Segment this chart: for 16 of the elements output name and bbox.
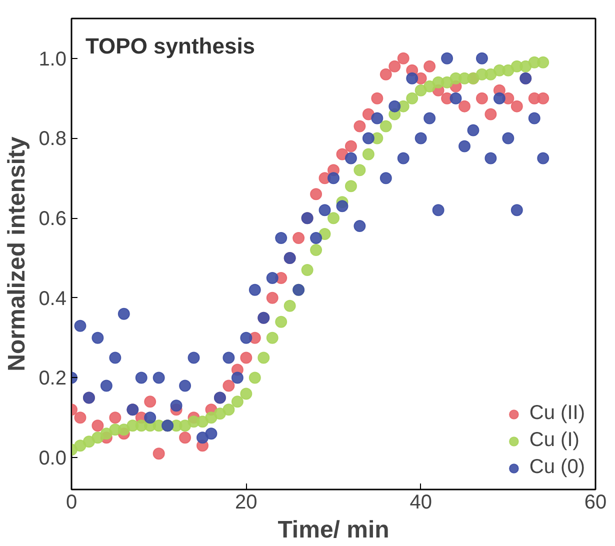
x-tick-label: 0 <box>66 492 78 514</box>
legend-label: Cu (I) <box>529 429 580 452</box>
y-tick-label: 0.6 <box>38 208 67 230</box>
y-tick-label: 0.8 <box>38 128 67 150</box>
x-axis-title: Time/ min <box>278 516 390 544</box>
y-tick-label: 0.0 <box>38 448 67 470</box>
legend-label: Cu (II) <box>529 402 585 425</box>
y-tick-label: 0.2 <box>38 368 67 390</box>
x-tick-label: 40 <box>410 492 432 514</box>
x-tick-label: 60 <box>584 492 607 514</box>
text: TOPO synthesis <box>86 34 256 58</box>
y-tick-label: 1.0 <box>38 48 67 70</box>
legend-label: Cu (0) <box>529 456 585 479</box>
y-tick-label: 0.4 <box>38 288 67 310</box>
x-tick-label: 20 <box>235 492 258 514</box>
y-axis-title: Normalized intensity <box>4 136 31 372</box>
